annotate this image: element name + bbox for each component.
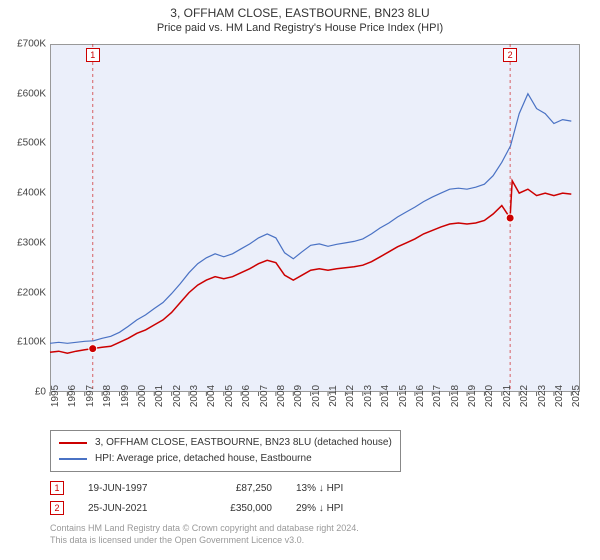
x-axis-tick-label: 2002	[172, 385, 183, 407]
x-axis-tick-label: 2019	[467, 385, 478, 407]
x-axis-tick-label: 1996	[67, 385, 78, 407]
x-axis-tick-label: 2025	[571, 385, 582, 407]
x-axis-tick-label: 2021	[502, 385, 513, 407]
chart-marker-badge: 2	[503, 48, 517, 62]
x-axis-tick-label: 1998	[102, 385, 113, 407]
y-axis-tick-label: £0	[35, 387, 46, 398]
y-axis-tick-label: £300K	[17, 237, 46, 248]
x-axis-tick-label: 2003	[189, 385, 200, 407]
plot-svg	[50, 44, 580, 392]
chart-titles: 3, OFFHAM CLOSE, EASTBOURNE, BN23 8LU Pr…	[0, 0, 600, 34]
marker-diff-1: 13% ↓ HPI	[296, 483, 386, 494]
marker-price-1: £87,250	[202, 483, 272, 494]
y-axis-tick-label: £100K	[17, 337, 46, 348]
footer-line-2: This data is licensed under the Open Gov…	[50, 534, 359, 546]
chart-container: 3, OFFHAM CLOSE, EASTBOURNE, BN23 8LU Pr…	[0, 0, 600, 560]
y-axis-tick-label: £200K	[17, 287, 46, 298]
marker-price-2: £350,000	[202, 503, 272, 514]
x-axis-tick-label: 1995	[50, 385, 61, 407]
y-axis-tick-label: £700K	[17, 39, 46, 50]
marker-date-2: 25-JUN-2021	[88, 503, 178, 514]
chart-title-address: 3, OFFHAM CLOSE, EASTBOURNE, BN23 8LU	[0, 6, 600, 20]
y-axis-tick-label: £600K	[17, 88, 46, 99]
marker-date-1: 19-JUN-1997	[88, 483, 178, 494]
x-axis-tick-label: 2014	[380, 385, 391, 407]
x-axis-tick-label: 2007	[259, 385, 270, 407]
footer-attribution: Contains HM Land Registry data © Crown c…	[50, 522, 359, 546]
x-axis-tick-label: 2020	[484, 385, 495, 407]
chart-marker-badge: 1	[86, 48, 100, 62]
footer-line-1: Contains HM Land Registry data © Crown c…	[50, 522, 359, 534]
y-axis-tick-label: £400K	[17, 188, 46, 199]
marker-row-2: 2 25-JUN-2021 £350,000 29% ↓ HPI	[50, 498, 386, 518]
x-axis-tick-label: 2015	[398, 385, 409, 407]
x-axis-tick-label: 2008	[276, 385, 287, 407]
x-axis-tick-label: 2017	[432, 385, 443, 407]
x-axis-tick-label: 2018	[450, 385, 461, 407]
marker-badge-1: 1	[50, 481, 64, 495]
marker-badge-2: 2	[50, 501, 64, 515]
x-axis-tick-label: 2004	[206, 385, 217, 407]
legend-item-property: 3, OFFHAM CLOSE, EASTBOURNE, BN23 8LU (d…	[59, 435, 392, 451]
legend-label-hpi: HPI: Average price, detached house, East…	[95, 451, 312, 467]
x-axis-tick-label: 1999	[120, 385, 131, 407]
x-axis-tick-label: 2009	[293, 385, 304, 407]
x-axis-tick-label: 2001	[154, 385, 165, 407]
legend: 3, OFFHAM CLOSE, EASTBOURNE, BN23 8LU (d…	[50, 430, 401, 472]
marker-table: 1 19-JUN-1997 £87,250 13% ↓ HPI 2 25-JUN…	[50, 478, 386, 518]
x-axis-tick-label: 2012	[345, 385, 356, 407]
x-axis-tick-label: 2011	[328, 385, 339, 407]
x-axis-tick-label: 2016	[415, 385, 426, 407]
chart-subtitle: Price paid vs. HM Land Registry's House …	[0, 22, 600, 34]
plot-area: £0£100K£200K£300K£400K£500K£600K£700K 19…	[50, 44, 580, 392]
x-axis-tick-label: 2023	[537, 385, 548, 407]
x-axis-tick-label: 2006	[241, 385, 252, 407]
x-axis-tick-label: 2005	[224, 385, 235, 407]
legend-label-property: 3, OFFHAM CLOSE, EASTBOURNE, BN23 8LU (d…	[95, 435, 392, 451]
legend-item-hpi: HPI: Average price, detached house, East…	[59, 451, 392, 467]
x-axis-tick-label: 2024	[554, 385, 565, 407]
x-axis-tick-label: 1997	[85, 385, 96, 407]
y-axis-tick-label: £500K	[17, 138, 46, 149]
x-axis-tick-label: 2022	[519, 385, 530, 407]
marker-diff-2: 29% ↓ HPI	[296, 503, 386, 514]
x-axis-tick-label: 2013	[363, 385, 374, 407]
marker-row-1: 1 19-JUN-1997 £87,250 13% ↓ HPI	[50, 478, 386, 498]
legend-swatch-property	[59, 442, 87, 444]
legend-swatch-hpi	[59, 458, 87, 460]
x-axis-tick-label: 2000	[137, 385, 148, 407]
x-axis-tick-label: 2010	[311, 385, 322, 407]
